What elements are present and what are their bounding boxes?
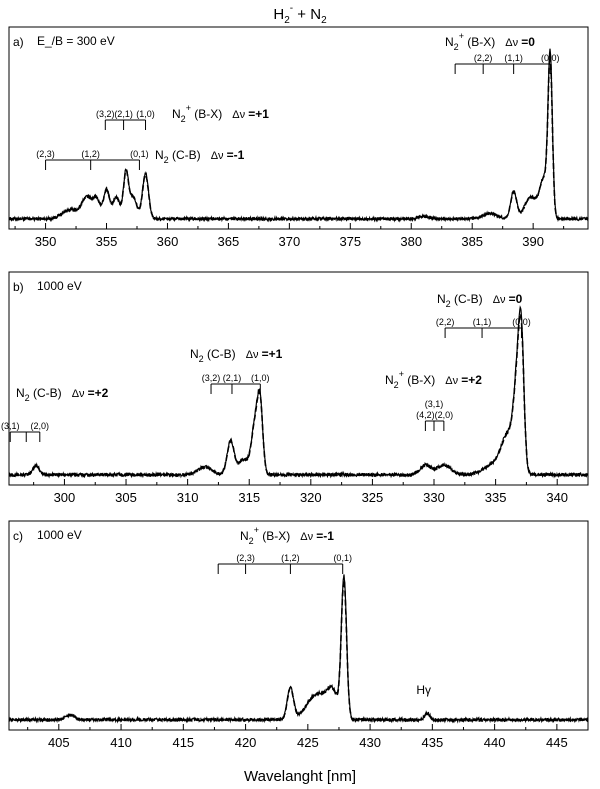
x-tick-label-a-390: 390 — [522, 234, 544, 249]
annotation-level-label-b-1-0: (3,2) — [202, 373, 221, 383]
panels-group: 350 355 360 365 370 375 380 385 390 a) E_/B = 300 … — [1, 26, 589, 750]
panel-label-c: c) — [13, 529, 23, 543]
x-tick-label-c-440: 440 — [484, 735, 506, 750]
x-tick-label-b-315: 315 — [238, 490, 260, 505]
x-tick-label-b-335: 335 — [485, 490, 507, 505]
annotation-level-label-b-1-1: (2,1) — [223, 373, 242, 383]
series-solid-c — [8, 574, 589, 724]
annotation-level-label-b-2-2: (2,0) — [435, 410, 454, 420]
annotation-level-label-b-0-2: (2,0) — [31, 421, 50, 431]
x-tick-label-a-380: 380 — [400, 234, 422, 249]
panel-note-b: 1000 eV — [37, 279, 82, 293]
chart-title: H2- + N2 — [273, 3, 327, 26]
transition-label-b-3: N2 (C-B) Δν =0 — [437, 292, 523, 309]
annotation-level-label-b-3-2: (0,0) — [512, 317, 531, 327]
x-tick-label-a-385: 385 — [461, 234, 483, 249]
annotation-level-label-a-1-1: (2,1) — [114, 109, 133, 119]
x-tick-label-b-305: 305 — [115, 490, 137, 505]
annotation-level-label-b-1-2: (1,0) — [251, 373, 270, 383]
x-tick-label-c-410: 410 — [110, 735, 132, 750]
annotation-level-label-b-3-0: (2,2) — [436, 317, 455, 327]
panel-frame-c — [8, 520, 589, 731]
series-solid-b — [8, 305, 589, 479]
x-tick-label-c-425: 425 — [297, 735, 319, 750]
transition-label-a-2: N2 (C-B) Δν =-1 — [155, 148, 245, 165]
panel-a: 350 355 360 365 370 375 380 385 390 a) E_/B = 300 … — [8, 26, 589, 249]
x-tick-label-c-435: 435 — [422, 735, 444, 750]
x-tick-label-c-415: 415 — [172, 735, 194, 750]
x-tick-label-b-320: 320 — [300, 490, 322, 505]
transition-label-a-1: N2+ (B-X) Δν =+1 — [172, 103, 269, 124]
x-tick-label-b-340: 340 — [546, 490, 568, 505]
transition-label-b-0: N2 (C-B) Δν =+2 — [16, 386, 109, 403]
annotation-level-label-b-0-0: (3,1) — [1, 421, 20, 431]
annotation-level-label-b-2-0: (4,2) — [416, 410, 435, 420]
x-tick-label-a-375: 375 — [339, 234, 361, 249]
panel-label-b: b) — [13, 280, 24, 294]
annotation-level-label-b-2-1: (3,1) — [425, 399, 444, 409]
x-tick-label-a-360: 360 — [157, 234, 179, 249]
series-dashed-c — [8, 577, 589, 723]
annotation-level-label-c-0-3: (0,1) — [333, 553, 352, 563]
panel-note-a: E_/B = 300 eV — [37, 34, 115, 48]
x-tick-label-a-355: 355 — [96, 234, 118, 249]
x-tick-label-b-310: 310 — [177, 490, 199, 505]
annotation-level-label-a-0-1: (2,2) — [474, 53, 493, 63]
panel-frame-b — [8, 271, 589, 486]
x-axis-label: Wavelanght [nm] — [244, 768, 356, 785]
annotation-level-label-a-1-2: (1,0) — [136, 109, 155, 119]
panel-frame-a — [8, 26, 589, 230]
annotation-level-label-a-1-0: (3,2) — [96, 109, 115, 119]
x-tick-label-c-430: 430 — [359, 735, 381, 750]
title-h: H — [273, 6, 284, 23]
panel-label-a: a) — [13, 35, 24, 49]
annotation-level-label-c-0-2: (1,2) — [281, 553, 300, 563]
annotation-level-label-c-0-1: (2,3) — [236, 553, 255, 563]
x-tick-label-a-365: 365 — [218, 234, 240, 249]
annotation-c-1: Hγ — [416, 683, 431, 697]
panel-note-c: 1000 eV — [37, 528, 82, 542]
annotation-level-label-a-0-3: (0,0) — [541, 53, 560, 63]
transition-label-b-1: N2 (C-B) Δν =+1 — [190, 347, 283, 364]
annotation-level-label-a-2-2: (0,1) — [130, 149, 149, 159]
transition-label-c-0: N2+ (B-X) Δν =-1 — [240, 525, 334, 546]
x-tick-label-c-445: 445 — [546, 735, 568, 750]
x-tick-label-b-300: 300 — [54, 490, 76, 505]
panel-b: 300 305 310 315 320 325 330 335 340 b) 1000 eV (3,1… — [1, 271, 589, 505]
annotation-level-label-b-3-1: (1,1) — [473, 317, 492, 327]
x-tick-label-b-325: 325 — [362, 490, 384, 505]
x-tick-label-c-420: 420 — [235, 735, 257, 750]
annotation-level-label-a-2-0: (2,3) — [36, 149, 55, 159]
x-tick-label-a-350: 350 — [35, 234, 57, 249]
x-tick-label-b-330: 330 — [423, 490, 445, 505]
x-tick-label-c-405: 405 — [48, 735, 70, 750]
transition-label-a-0: N2+ (B-X) Δν =0 — [445, 31, 535, 52]
annotation-level-label-a-2-1: (1,2) — [81, 149, 100, 159]
annotation-level-label-a-0-2: (1,1) — [504, 53, 523, 63]
panel-c: 405 410 415 420 425 430 435 440 445 c) 1000 eV (2,3… — [8, 520, 589, 750]
series-solid-a — [8, 48, 589, 223]
transition-label-b-2: N2+ (B-X) Δν =+2 — [385, 369, 482, 390]
x-tick-label-a-370: 370 — [279, 234, 301, 249]
